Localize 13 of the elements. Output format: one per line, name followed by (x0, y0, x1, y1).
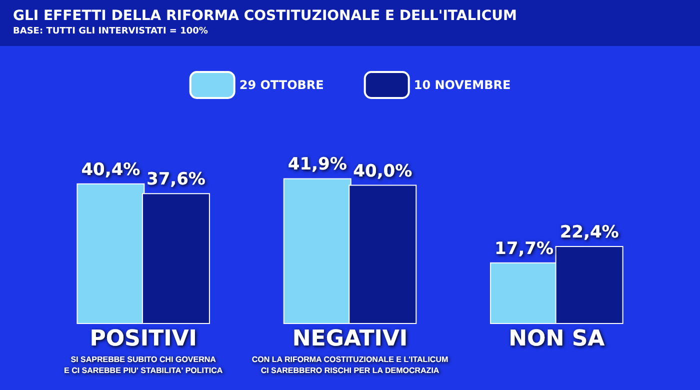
data-label: 41,9% (288, 154, 347, 175)
x-tick-label: NEGATIVI CON LA RIFORMA COSTITUZIONALE E L'ITALICUM CI SAREBBERO RISCHI PER LA DEMOCRAZIA (252, 326, 448, 375)
data-label: 40,4% (81, 160, 140, 180)
chart-subtitle: BASE: TUTTI GLI INTERVISTATI = 100% (13, 26, 208, 36)
x-tick-label: NON SA (508, 326, 605, 352)
legend-label: 29 OTTOBRE (239, 78, 324, 92)
chart-title: GLI EFFETTI DELLA RIFORMA COSTITUZIONALE E DELL'ITALICUM (13, 8, 517, 24)
data-label: 17,7% (494, 238, 554, 259)
data-label: 37,6% (146, 170, 206, 190)
data-label: 40,0% (353, 161, 412, 182)
legend-label: 10 NOVEMBRE (414, 78, 511, 92)
data-label: 22,4% (560, 222, 619, 243)
x-tick-label: POSITIVI SI SAPREBBE SUBITO CHI GOVERNA E CI SAREBBE PIU' STABILITA' POLITICA (64, 326, 223, 375)
